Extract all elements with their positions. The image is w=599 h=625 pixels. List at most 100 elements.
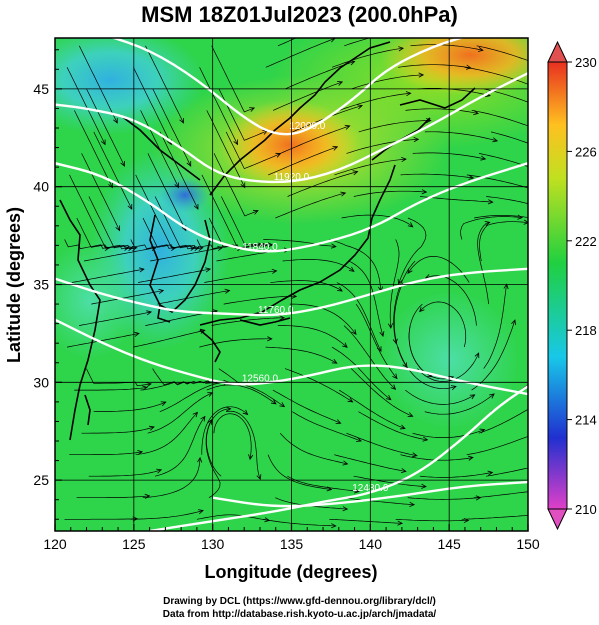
streamline	[133, 67, 172, 145]
streamline-arrow	[407, 268, 413, 274]
streamline-arrow	[398, 46, 405, 52]
streamline	[398, 217, 427, 285]
streamline	[491, 131, 528, 144]
streamline	[473, 491, 528, 499]
streamline-arrow	[146, 310, 153, 316]
streamline-arrow	[240, 182, 246, 189]
streamline-arrow	[142, 385, 148, 391]
streamline	[69, 451, 143, 456]
streamline-arrow	[477, 46, 484, 52]
streamline	[486, 196, 528, 205]
y-tick-label: 30	[33, 374, 49, 390]
streamline-arrow	[542, 488, 547, 492]
streamline	[412, 429, 485, 438]
streamline-arrow	[407, 412, 414, 417]
streamline	[395, 518, 469, 522]
contour-line	[55, 318, 528, 396]
streamline	[147, 392, 213, 434]
streamline	[464, 66, 528, 85]
streamline	[154, 416, 206, 477]
streamline	[289, 303, 357, 335]
y-tick-label: 25	[33, 472, 49, 488]
streamline-arrow	[270, 399, 277, 405]
streamline-arrow	[379, 331, 385, 337]
streamline-arrow	[418, 72, 425, 78]
streamline	[93, 401, 166, 413]
streamline	[538, 364, 599, 390]
streamline-arrow	[158, 288, 165, 294]
streamline-arrow	[426, 118, 432, 124]
streamline	[270, 280, 343, 292]
streamline-arrow	[351, 329, 357, 335]
streamline-arrow	[421, 189, 428, 195]
streamline-arrow	[537, 128, 542, 132]
contour-label: 12000.0	[289, 121, 326, 132]
streamline-arrow	[108, 182, 113, 189]
colorbar-label: 230	[575, 55, 597, 70]
streamline-arrow	[342, 342, 348, 348]
streamline	[425, 275, 477, 326]
streamline-arrow	[217, 245, 224, 251]
streamline-arrow	[413, 137, 420, 143]
streamline	[133, 330, 205, 348]
streamline	[279, 432, 348, 465]
y-axis-label: Latitude (degrees)	[4, 207, 24, 363]
streamline-arrow	[511, 319, 516, 326]
streamline	[199, 67, 238, 145]
streamline	[263, 518, 336, 527]
streamline-arrow	[275, 152, 282, 158]
streamline-arrow	[530, 83, 535, 87]
streamline-arrow	[256, 474, 262, 481]
streamline-arrow	[146, 382, 152, 388]
streamline-arrow	[352, 170, 359, 176]
streamline-arrow	[205, 379, 212, 384]
streamline-arrow	[467, 455, 474, 461]
streamline	[81, 153, 120, 231]
streamline-arrow	[409, 501, 416, 507]
streamline	[154, 196, 203, 250]
streamline	[64, 239, 129, 250]
streamline	[157, 290, 230, 305]
streamline-arrow	[198, 509, 204, 515]
streamline	[343, 325, 396, 390]
streamline-arrow	[487, 470, 494, 476]
streamline	[265, 38, 335, 68]
x-tick-label: 135	[280, 536, 304, 552]
streamline	[130, 510, 204, 520]
streamline-arrow	[330, 523, 337, 529]
streamline	[66, 67, 106, 145]
streamline	[408, 303, 433, 378]
streamline-arrow	[330, 243, 337, 249]
streamline-arrow	[354, 488, 360, 494]
x-tick-label: 150	[516, 536, 540, 552]
streamline-arrow	[385, 394, 392, 401]
streamline	[334, 158, 407, 176]
streamline-arrow	[400, 468, 407, 474]
streamline	[130, 239, 195, 250]
streamline-arrow	[123, 245, 130, 251]
x-tick-label: 145	[437, 536, 461, 552]
streamline-arrow	[100, 139, 106, 146]
streamline-arrow	[331, 358, 338, 364]
streamline-arrow	[344, 124, 351, 130]
streamline-arrow	[205, 267, 212, 273]
streamline-arrow	[523, 219, 528, 225]
credit-data: Data from http://database.rish.kyoto-u.a…	[162, 609, 437, 620]
streamline-arrow	[405, 91, 412, 97]
streamline	[150, 247, 223, 262]
contour-line	[55, 72, 528, 184]
streamline-arrow	[138, 267, 145, 273]
streamline	[81, 426, 155, 434]
credit-drawing: Drawing by DCL (https://www.gfd-dennou.o…	[163, 596, 436, 607]
streamline	[344, 38, 371, 47]
streamline	[277, 38, 297, 47]
streamline-arrow	[468, 174, 475, 180]
streamline	[483, 284, 508, 369]
streamline-arrow	[465, 64, 472, 70]
contour-line	[110, 38, 465, 136]
x-tick-label: 120	[43, 536, 67, 552]
y-tick-label: 40	[33, 179, 49, 195]
streamline-arrow	[104, 246, 111, 252]
streamline-arrow	[492, 137, 499, 143]
streamline-arrow	[279, 315, 285, 321]
